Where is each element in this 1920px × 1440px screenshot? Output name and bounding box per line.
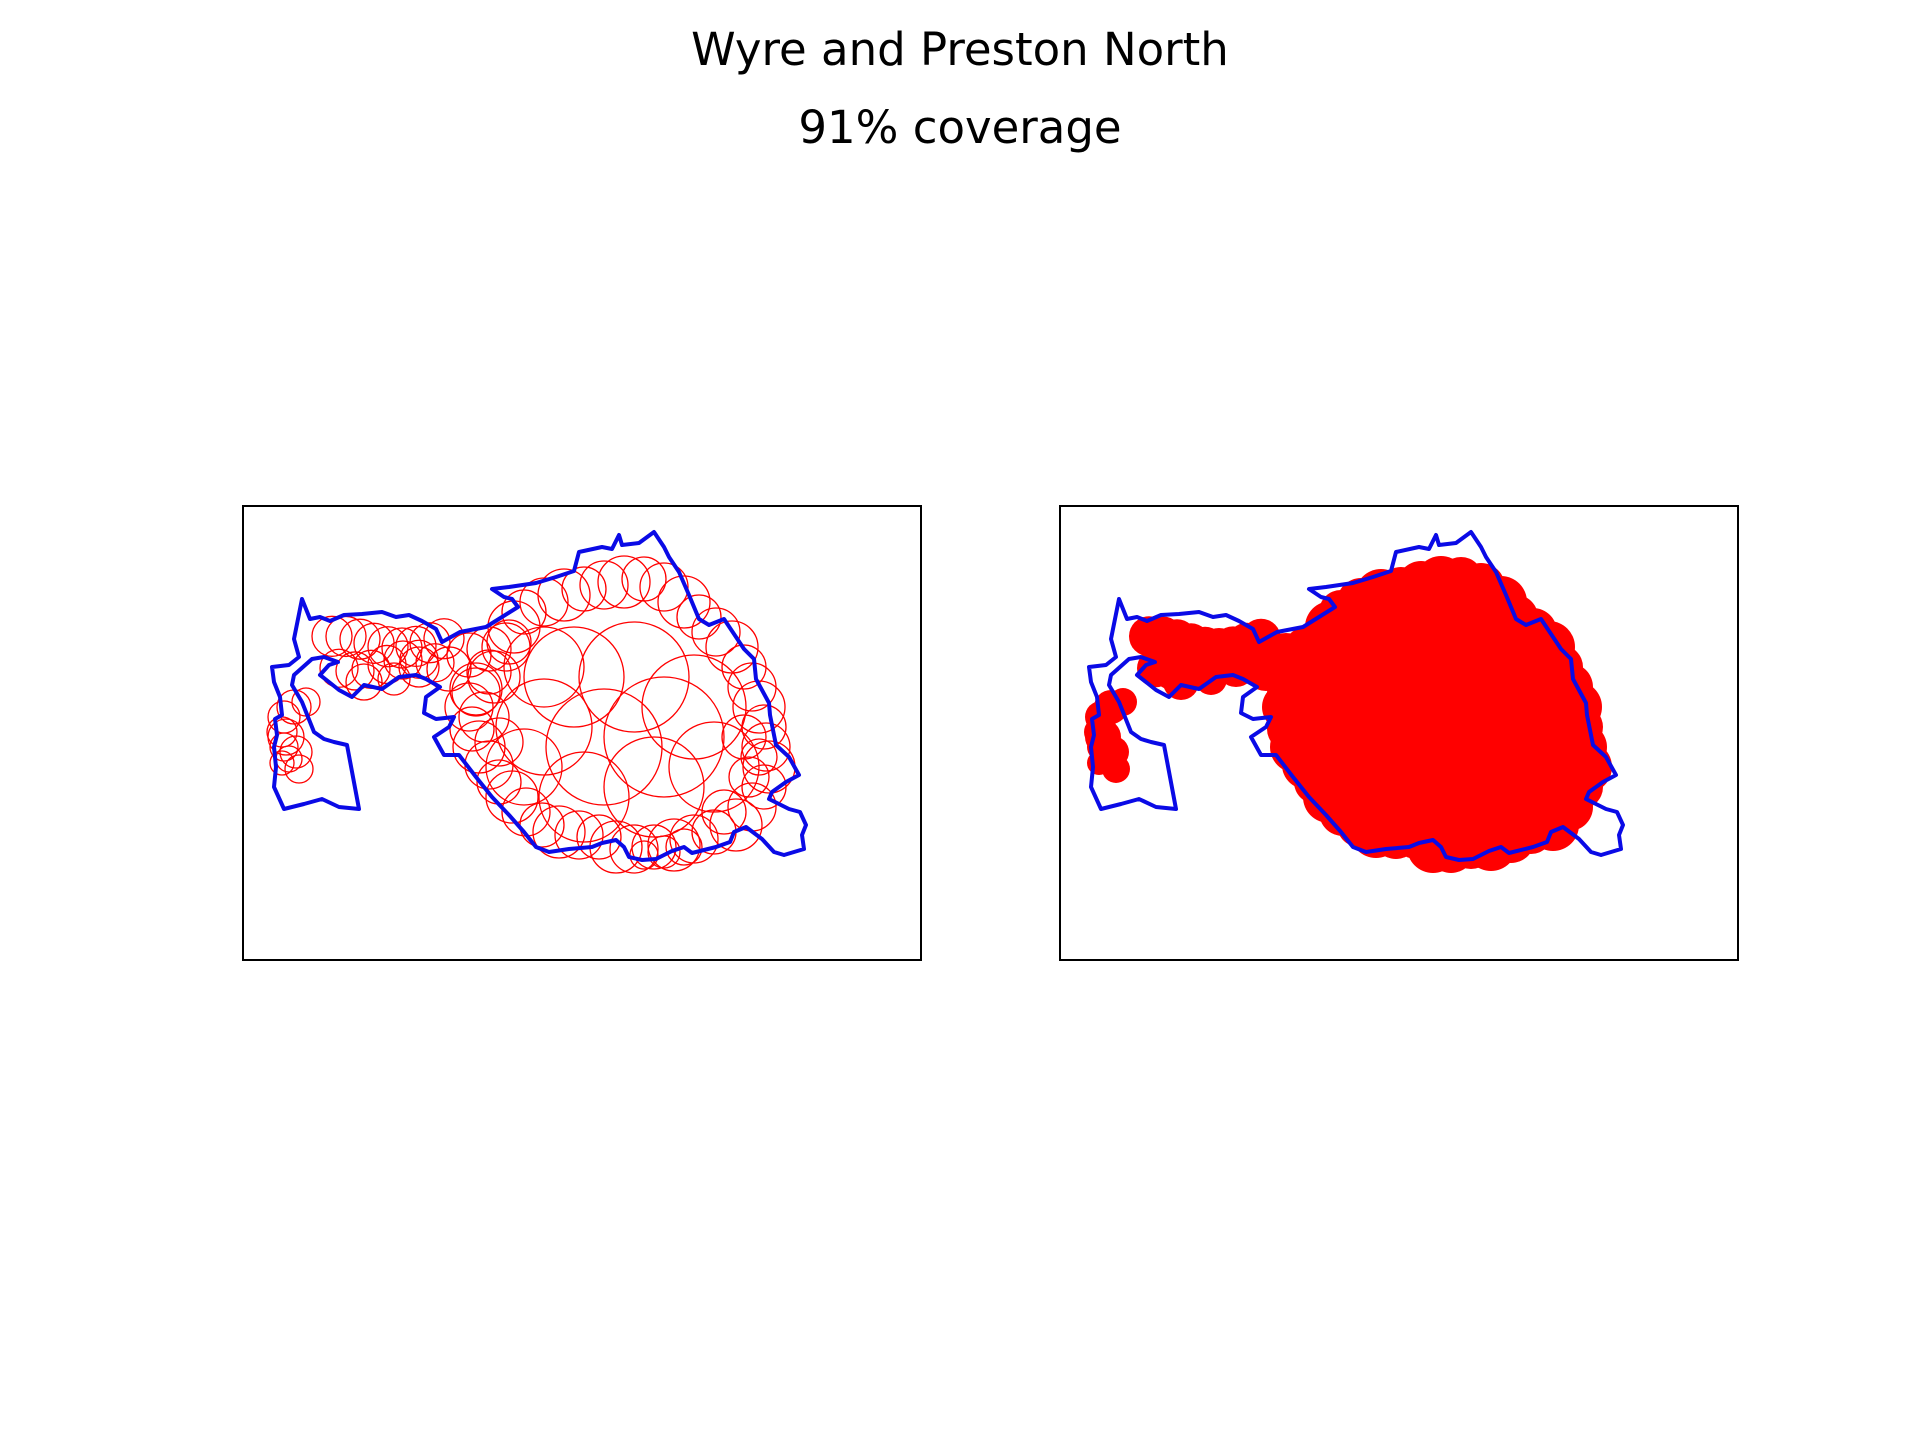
- coverage-circle: [691, 607, 741, 657]
- coverage-circle: [532, 805, 586, 859]
- coverage-circle: [503, 626, 585, 708]
- coverage-circle: [647, 818, 701, 872]
- coverage-circle: [444, 682, 494, 732]
- coverage-circle: [641, 654, 747, 760]
- coverage-circle: [578, 621, 690, 733]
- circles-map: [266, 530, 808, 874]
- coverage-circle: [335, 651, 375, 691]
- coverage-circle: [669, 814, 719, 864]
- coverage-circle: [451, 667, 501, 717]
- coverage-circle: [538, 751, 630, 843]
- coverage-circle: [377, 662, 411, 696]
- coverage-circles: [266, 555, 796, 874]
- coverage-circle: [466, 649, 512, 695]
- coverage-circle: [741, 722, 791, 772]
- coverage-circle: [647, 835, 681, 869]
- coverage-circle: [721, 714, 767, 760]
- coverage-circle: [545, 688, 663, 806]
- coverage-circle: [576, 814, 622, 860]
- coverage-circle: [267, 718, 305, 756]
- coverage-circle: [284, 754, 314, 784]
- coverage-circle: [269, 750, 295, 776]
- coverage-circle: [701, 789, 747, 835]
- coverage-circle: [603, 676, 725, 798]
- coverage-circle: [452, 720, 506, 774]
- coverage-disk: [1163, 664, 1199, 700]
- coverage-circle: [501, 589, 547, 635]
- coverage-circle: [609, 824, 659, 874]
- coverage-circle: [741, 704, 787, 750]
- coverage-circle: [279, 735, 313, 769]
- coverage-fill: [1084, 556, 1612, 873]
- coverage-circle: [449, 706, 495, 752]
- filled-map: [1084, 530, 1625, 873]
- coverage-circle: [728, 756, 770, 798]
- coverage-circle: [474, 717, 524, 767]
- coverage-circle: [266, 716, 298, 748]
- constituency-boundary: [1087, 530, 1625, 862]
- coverage-circle: [561, 566, 607, 612]
- circles-panel: [242, 505, 922, 961]
- coverage-circle: [537, 568, 591, 622]
- coverage-subtitle: 91% coverage: [798, 101, 1122, 154]
- coverage-circle: [523, 626, 625, 728]
- coverage-circle: [345, 663, 383, 701]
- coverage-circle: [740, 738, 778, 776]
- coverage-circle: [367, 626, 409, 668]
- coverage-circle: [353, 622, 395, 664]
- coverage-circle: [741, 764, 787, 810]
- coverage-circle: [398, 646, 440, 688]
- coverage-circle: [423, 618, 465, 660]
- coverage-circle: [676, 594, 722, 640]
- coverage-circle: [603, 736, 705, 838]
- coverage-circle: [657, 575, 711, 629]
- map-title: Wyre and Preston North: [691, 23, 1229, 76]
- coverage-circle: [339, 618, 381, 660]
- constituency-boundary: [270, 530, 808, 862]
- coverage-circle: [665, 828, 703, 866]
- coverage-circle: [579, 560, 629, 610]
- coverage-circle: [311, 615, 353, 657]
- coverage-circle: [269, 732, 299, 762]
- coverage-circle: [639, 562, 689, 612]
- filled-panel: [1059, 505, 1739, 961]
- coverage-circle: [709, 798, 763, 852]
- coverage-body: [1289, 582, 1581, 849]
- coverage-circle: [415, 643, 455, 683]
- coverage-circle: [485, 728, 563, 806]
- coverage-circle: [319, 648, 359, 688]
- coverage-circle: [597, 555, 651, 609]
- coverage-circle: [554, 810, 604, 860]
